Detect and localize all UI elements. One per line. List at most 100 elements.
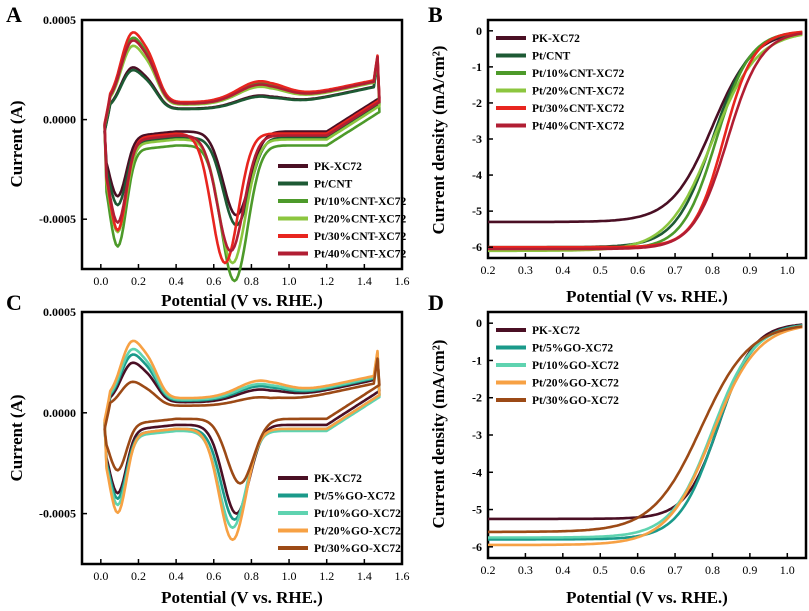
x-tick-label-c: 0.0	[93, 569, 108, 583]
x-tick-label-c: 0.2	[131, 569, 146, 583]
ticks-group-b: 0.2 0.3 0.4 0.5 0.6 0.7 0.8 0.9 1.0 0 -1 -2 -3 -4 -5 -6	[472, 24, 795, 277]
panel-letter-d: D	[428, 290, 444, 315]
legend-label-b: PK-XC72	[532, 33, 580, 45]
legend-label-d: Pt/20%GO-XC72	[532, 378, 619, 390]
x-tick-label-d: 0.7	[668, 563, 683, 577]
y-tick-label-d: -2	[472, 391, 482, 405]
x-tick-label-d: 0.6	[630, 563, 645, 577]
panel-c: C 0.0 0.2 0.4 0.6 0.8 1.0 1.2 1.4 1.6 -0.0005 0.00…	[6, 290, 410, 607]
y-tick-label-b: -4	[472, 168, 482, 182]
series-group-b	[488, 30, 803, 253]
x-tick-label-b: 0.6	[630, 263, 645, 277]
legend-label-d: PK-XC72	[532, 325, 580, 337]
x-tick-label-d: 1.0	[780, 563, 795, 577]
legend-label-b: Pt/CNT	[532, 51, 571, 63]
y-tick-label-d: -4	[472, 465, 482, 479]
series-line-c	[103, 339, 381, 542]
y-tick-label-a: 0.0000	[43, 113, 76, 127]
plot-frame-c	[80, 310, 404, 566]
series-group-d	[488, 323, 803, 547]
y-tick-label-c: -0.0005	[39, 507, 76, 521]
y-tick-label-b: -1	[472, 60, 482, 74]
panel-a: A 0.0 0.2 0.4 0.6 0.8 1.0 1.2 1.4 1.6 -0.0005 0.00…	[6, 2, 410, 310]
legend-label-b: Pt/30%CNT-XC72	[532, 103, 624, 115]
x-tick-label-a: 1.2	[319, 274, 334, 288]
x-tick-label-a: 0.8	[244, 274, 259, 288]
x-tick-label-d: 0.3	[518, 563, 533, 577]
legend-label-d: Pt/5%GO-XC72	[532, 343, 613, 355]
y-axis-label-a: Current (A)	[7, 100, 26, 187]
x-axis-label-c: Potential (V vs. RHE.)	[161, 588, 323, 607]
x-tick-label-a: 0.2	[131, 274, 146, 288]
x-tick-label-b: 0.2	[481, 263, 496, 277]
series-line-a	[103, 39, 381, 253]
legend-label-c: Pt/5%GO-XC72	[314, 491, 395, 503]
plot-frame-a	[80, 18, 404, 271]
legend-d: PK-XC72 Pt/5%GO-XC72 Pt/10%GO-XC72 Pt/20%GO…	[496, 325, 619, 407]
x-tick-label-b: 0.4	[555, 263, 570, 277]
panel-letter-a: A	[6, 2, 22, 27]
y-axis-label-d: Current density (mA/cm²)	[429, 340, 448, 529]
x-tick-label-d: 0.4	[555, 563, 570, 577]
series-line-b	[488, 32, 803, 251]
y-tick-label-a: 0.0005	[43, 13, 76, 27]
x-tick-label-b: 0.7	[668, 263, 683, 277]
legend-label-c: Pt/10%GO-XC72	[314, 508, 401, 520]
x-tick-label-c: 0.8	[244, 569, 259, 583]
y-tick-label-d: 0	[476, 316, 482, 330]
series-line-d	[488, 324, 803, 539]
x-tick-label-a: 0.4	[169, 274, 184, 288]
legend-label-b: Pt/10%CNT-XC72	[532, 68, 624, 80]
legend-a: PK-XC72 Pt/CNT Pt/10%CNT-XC72 Pt/20%CNT-XC7…	[278, 161, 406, 261]
y-tick-label-b: 0	[476, 24, 482, 38]
ticks-group-d: 0.2 0.3 0.4 0.5 0.6 0.7 0.8 0.9 1.0 0 -1 -2 -3 -4 -5 -6	[472, 316, 795, 577]
legend-label-c: PK-XC72	[314, 473, 362, 485]
y-tick-label-c: 0.0000	[43, 406, 76, 420]
x-tick-label-a: 1.0	[282, 274, 297, 288]
x-axis-label-b: Potential (V vs. RHE.)	[566, 287, 728, 306]
x-axis-label-a: Potential (V vs. RHE.)	[161, 291, 323, 310]
x-tick-label-a: 1.4	[357, 274, 372, 288]
series-line-a	[103, 36, 381, 283]
x-tick-label-a: 1.6	[395, 274, 410, 288]
x-tick-label-b: 0.5	[593, 263, 608, 277]
x-tick-label-a: 0.6	[206, 274, 221, 288]
x-tick-label-c: 1.6	[395, 569, 410, 583]
series-line-d	[488, 324, 803, 541]
legend-label-a: Pt/CNT	[314, 179, 353, 191]
x-tick-label-c: 0.6	[206, 569, 221, 583]
y-tick-label-d: -5	[472, 503, 482, 517]
legend-label-b: Pt/40%CNT-XC72	[532, 121, 624, 133]
x-axis-label-d: Potential (V vs. RHE.)	[566, 588, 728, 607]
x-tick-label-b: 0.8	[705, 263, 720, 277]
series-line-b	[488, 33, 803, 253]
y-tick-label-d: -6	[472, 540, 482, 554]
y-tick-label-d: -1	[472, 353, 482, 367]
x-tick-label-d: 0.8	[705, 563, 720, 577]
y-tick-label-b: -3	[472, 132, 482, 146]
panel-letter-c: C	[6, 290, 22, 315]
x-tick-label-a: 0.0	[93, 274, 108, 288]
y-tick-label-a: -0.0005	[39, 212, 76, 226]
legend-b: PK-XC72 Pt/CNT Pt/10%CNT-XC72 Pt/20%CNT-XC7…	[496, 33, 624, 133]
panel-b: B 0.2 0.3 0.4 0.5 0.6 0.7 0.8 0.9 1.0 0 -1 -2 -3 -4 -5…	[428, 2, 808, 306]
legend-label-c: Pt/20%GO-XC72	[314, 526, 401, 538]
legend-label-d: Pt/30%GO-XC72	[532, 395, 619, 407]
legend-label-a: Pt/10%CNT-XC72	[314, 196, 406, 208]
legend-label-a: Pt/40%CNT-XC72	[314, 249, 406, 261]
series-group-a	[103, 31, 381, 283]
ticks-group-c: 0.0 0.2 0.4 0.6 0.8 1.0 1.2 1.4 1.6 -0.0005 0.0000…	[39, 305, 410, 583]
x-tick-label-c: 1.4	[357, 569, 372, 583]
x-tick-label-b: 0.3	[518, 263, 533, 277]
x-tick-label-c: 0.4	[169, 569, 184, 583]
panel-letter-b: B	[428, 2, 443, 27]
ticks-group-a: 0.0 0.2 0.4 0.6 0.8 1.0 1.2 1.4 1.6 -0.0005 0.0000…	[39, 13, 410, 288]
legend-label-c: Pt/30%GO-XC72	[314, 543, 401, 555]
x-tick-label-d: 0.9	[742, 563, 757, 577]
panel-d: D 0.2 0.3 0.4 0.5 0.6 0.7 0.8 0.9 1.0 0 -1 -2 -3 -4 -5…	[428, 290, 808, 607]
legend-c: PK-XC72 Pt/5%GO-XC72 Pt/10%GO-XC72 Pt/20%GO…	[278, 473, 401, 555]
legend-label-a: PK-XC72	[314, 161, 362, 173]
x-tick-label-c: 1.2	[319, 569, 334, 583]
y-axis-label-b: Current density (mA/cm²)	[429, 46, 448, 235]
